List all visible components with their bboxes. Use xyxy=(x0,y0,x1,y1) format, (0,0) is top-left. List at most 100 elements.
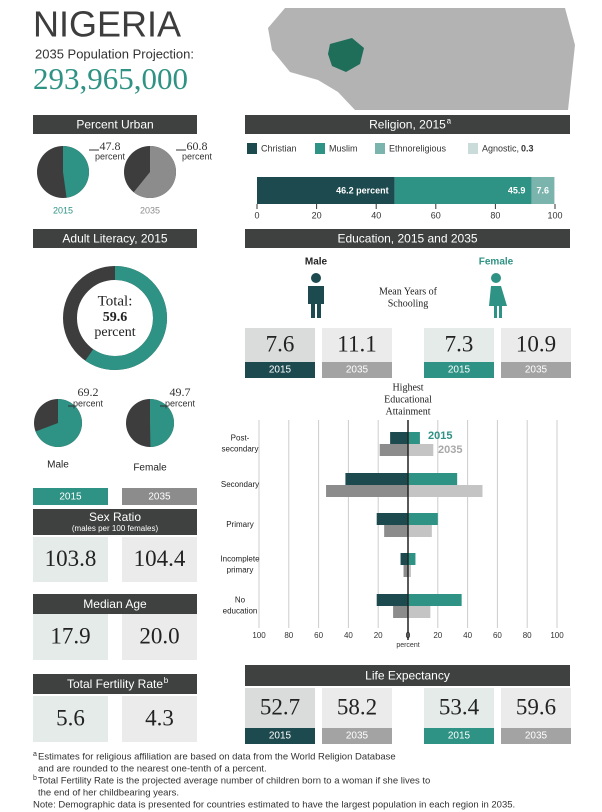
legend-swatch xyxy=(468,143,478,154)
section-title: Life Expectancy xyxy=(365,669,450,683)
country-name: NIGERIA xyxy=(33,4,181,45)
legend-swatch xyxy=(315,143,325,154)
section-header xyxy=(33,509,197,535)
stat-value: 104.4 xyxy=(134,546,186,571)
tick-label: 80 xyxy=(490,210,500,220)
bar-label: 46.2 percent xyxy=(336,185,389,195)
year-strip xyxy=(501,728,571,744)
bar xyxy=(379,444,408,456)
label: Mean Years of xyxy=(379,286,438,297)
tick-label: 0 xyxy=(254,210,259,220)
label: percent xyxy=(94,325,135,340)
year-label: 2035 xyxy=(525,731,548,742)
map-country xyxy=(328,38,364,72)
bar-segment xyxy=(394,177,532,204)
stat-value: 59.6 xyxy=(516,694,556,719)
icon-male xyxy=(308,286,324,318)
label: Schooling xyxy=(388,298,429,309)
category-label: primary xyxy=(227,566,254,575)
tick-label: 60 xyxy=(493,631,502,640)
tick-label: 60 xyxy=(431,210,441,220)
section-header xyxy=(245,229,570,248)
category-label: education xyxy=(223,607,258,616)
bar xyxy=(393,606,408,618)
tick-label: 20 xyxy=(374,631,383,640)
stat-value: 4.3 xyxy=(145,705,174,730)
stat-box xyxy=(501,328,571,362)
year-label: 2035 xyxy=(525,365,548,376)
legend-value: 0.3 xyxy=(521,143,534,153)
bar xyxy=(376,513,408,525)
tick-label: 100 xyxy=(550,631,564,640)
year-label: 2015 xyxy=(269,731,292,742)
stat-box xyxy=(122,537,197,582)
section-title: Percent Urban xyxy=(76,118,153,132)
section-title: Sex Ratio xyxy=(89,510,141,524)
stat-value: 103.8 xyxy=(45,546,97,571)
year-strip xyxy=(322,728,392,744)
section-title: Education, 2015 and 2035 xyxy=(337,232,477,246)
map-region xyxy=(268,8,575,110)
tick-label: 100 xyxy=(547,210,562,220)
bar xyxy=(408,473,458,485)
stat-box xyxy=(245,328,315,362)
year-label: 2015 xyxy=(448,731,471,742)
icon-male xyxy=(311,273,321,283)
stat-box xyxy=(245,688,315,728)
stat-box xyxy=(33,537,108,582)
legend-swatch xyxy=(247,143,257,154)
category-label: No xyxy=(235,596,246,605)
year-strip xyxy=(424,728,494,744)
footnote-mark: a xyxy=(447,117,452,126)
icon-female xyxy=(489,286,507,318)
year-strip xyxy=(245,728,315,744)
footnote-mark: a xyxy=(33,751,37,758)
pie-slice xyxy=(63,146,89,198)
section-header xyxy=(33,115,197,134)
pie-value: 60.8 xyxy=(187,139,208,153)
unit: percent xyxy=(95,151,126,161)
sex-label: Male xyxy=(305,257,328,268)
category-label: Primary xyxy=(226,520,254,529)
stat-value: 11.1 xyxy=(337,331,376,356)
footnote: Note: Demographic data is presented for … xyxy=(33,800,515,811)
section-title: Religion, 2015 xyxy=(369,118,446,132)
bar xyxy=(408,594,462,606)
legend-label: Agnostic, xyxy=(482,143,519,153)
year-strip xyxy=(245,362,315,378)
bar-segment xyxy=(531,177,555,204)
section-header xyxy=(245,665,570,686)
stat-value: 17.9 xyxy=(50,623,90,648)
stat-box xyxy=(424,328,494,362)
section-header xyxy=(33,594,197,614)
stat-value: 20.0 xyxy=(139,623,179,648)
bar xyxy=(400,553,408,565)
footnote: Total Fertility Rate is the projected av… xyxy=(38,776,430,787)
unit: percent xyxy=(182,151,213,161)
footnote: Estimates for religious affiliation are … xyxy=(38,752,396,763)
footnote: the end of her childbearing years. xyxy=(38,788,179,799)
bar xyxy=(408,553,416,565)
bar xyxy=(408,525,432,537)
bar xyxy=(403,565,408,577)
bar xyxy=(408,606,431,618)
population: 293,965,000 xyxy=(33,61,188,96)
section-header xyxy=(33,229,197,248)
stat-box xyxy=(122,614,197,660)
stat-value: 52.7 xyxy=(260,694,300,719)
tick-label: 60 xyxy=(314,631,323,640)
icon-female xyxy=(491,273,501,283)
unit: percent xyxy=(165,398,196,408)
footnote: and are rounded to the nearest one-tenth… xyxy=(38,764,267,775)
legend-label: Christian xyxy=(261,143,297,153)
tick-label: 20 xyxy=(312,210,322,220)
stat-value: 5.6 xyxy=(56,705,85,730)
axis-label: percent xyxy=(396,642,419,649)
bar xyxy=(408,485,483,497)
footnote-mark: b xyxy=(33,775,37,782)
stat-box xyxy=(322,328,392,362)
year-label: 2015 xyxy=(59,492,82,503)
pie-value: 47.8 xyxy=(100,139,121,153)
stat-value: 58.2 xyxy=(337,694,377,719)
